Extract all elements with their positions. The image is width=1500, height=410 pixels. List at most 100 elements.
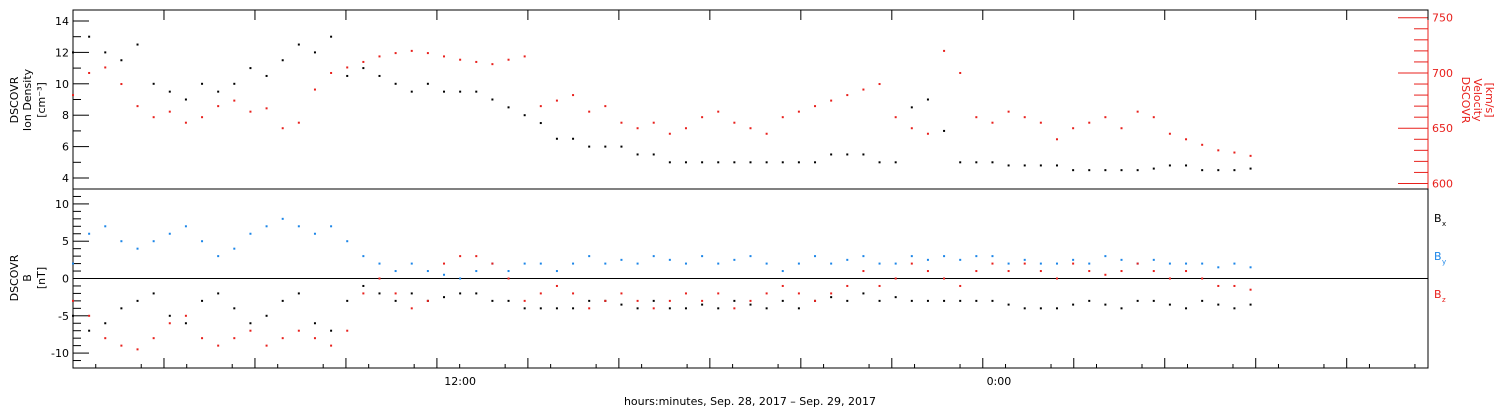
top-data-point xyxy=(426,82,429,85)
bottom-data-point xyxy=(249,322,252,325)
top-data-point xyxy=(1007,110,1010,113)
bottom-data-point xyxy=(862,255,865,258)
bottom-data-point xyxy=(1120,270,1123,273)
bottom-data-point xyxy=(572,292,575,295)
bottom-data-point xyxy=(1072,258,1075,261)
bottom-left-tick-label: 10 xyxy=(55,198,69,211)
bottom-data-point xyxy=(1088,262,1091,265)
bottom-data-point xyxy=(1104,273,1107,276)
bottom-data-point xyxy=(88,232,91,235)
bottom-data-point xyxy=(991,299,994,302)
bottom-data-point xyxy=(443,262,446,265)
top-data-point xyxy=(943,129,946,132)
bottom-data-point xyxy=(72,262,74,265)
bottom-data-point xyxy=(975,299,978,302)
top-data-point xyxy=(217,105,220,108)
top-data-point xyxy=(975,161,978,164)
top-data-point xyxy=(168,110,171,113)
top-ylabel-right-line3: [km/s] xyxy=(1483,82,1496,117)
top-right-tick-label: 600 xyxy=(1432,177,1453,190)
bottom-data-point xyxy=(168,322,171,325)
top-data-point xyxy=(346,66,349,69)
bottom-data-point xyxy=(426,270,429,273)
bottom-data-point xyxy=(168,232,171,235)
bottom-data-point xyxy=(1185,270,1188,273)
top-data-point xyxy=(443,90,446,93)
top-data-point xyxy=(362,60,365,63)
bottom-data-point xyxy=(249,232,252,235)
top-data-point xyxy=(507,106,510,109)
top-data-point xyxy=(814,105,817,108)
bottom-data-point xyxy=(943,277,946,280)
bottom-data-point xyxy=(701,299,704,302)
top-data-point xyxy=(926,132,929,135)
bottom-data-point xyxy=(975,270,978,273)
top-data-point xyxy=(346,74,349,77)
bottom-data-point xyxy=(991,255,994,258)
x-axis-tick-labels: 12:00 0:00 xyxy=(444,375,1011,388)
bottom-data-point xyxy=(636,307,639,310)
bottom-data-point xyxy=(684,262,687,265)
top-data-point xyxy=(152,82,155,85)
bottom-data-point xyxy=(846,299,849,302)
bottom-data-point xyxy=(201,299,204,302)
bottom-data-point xyxy=(701,255,704,258)
top-left-y-ticks: 4 6 8 10 12 14 xyxy=(55,15,89,185)
bottom-data-point xyxy=(620,292,623,295)
bottom-data-point xyxy=(378,277,381,280)
top-data-point xyxy=(1088,121,1091,124)
top-data-point xyxy=(910,127,913,130)
top-data-point xyxy=(297,43,300,46)
bottom-ylabel-left-line2: B xyxy=(21,274,34,282)
bottom-data-point xyxy=(910,262,913,265)
bottom-data-point xyxy=(620,258,623,261)
top-data-point xyxy=(620,145,623,148)
top-data-point xyxy=(668,161,671,164)
top-left-tick-label: 4 xyxy=(62,172,69,185)
bottom-data-point xyxy=(394,299,397,302)
bottom-data-point xyxy=(604,262,607,265)
bottom-data-point xyxy=(120,240,123,243)
top-data-point xyxy=(1168,164,1171,167)
bottom-data-point xyxy=(781,270,784,273)
bottom-data-point xyxy=(104,337,107,340)
bottom-data-point xyxy=(523,262,526,265)
top-data-point xyxy=(636,127,639,130)
bottom-data-point xyxy=(926,270,929,273)
bottom-data-point xyxy=(749,303,752,306)
top-data-point xyxy=(1104,116,1107,119)
bottom-data-point xyxy=(588,299,591,302)
bottom-data-point xyxy=(797,307,800,310)
bottom-data-point xyxy=(475,292,478,295)
top-data-point xyxy=(588,110,591,113)
bottom-data-point xyxy=(926,299,929,302)
bottom-data-point xyxy=(668,258,671,261)
bottom-data-point xyxy=(1055,277,1058,280)
top-left-tick-label: 8 xyxy=(62,109,69,122)
legend-entry-x: B xyxy=(1434,212,1442,225)
x-axis-label: hours:minutes, Sep. 28, 2017 – Sep. 29, … xyxy=(624,395,876,408)
top-ylabel-left-line1: DSCOVR xyxy=(8,76,21,123)
top-data-point xyxy=(1023,164,1026,167)
top-data-point xyxy=(1233,169,1236,172)
top-data-point xyxy=(926,98,929,101)
top-data-point xyxy=(717,110,720,113)
top-data-point xyxy=(1055,138,1058,141)
bottom-data-point xyxy=(765,307,768,310)
bottom-data-point xyxy=(459,277,462,280)
bottom-data-point xyxy=(1007,270,1010,273)
top-data-point xyxy=(991,121,994,124)
top-data-point xyxy=(1055,164,1058,167)
bottom-data-point xyxy=(1007,303,1010,306)
top-data-point xyxy=(733,161,736,164)
bottom-left-tick-label: 0 xyxy=(62,273,69,286)
top-data-point xyxy=(491,98,494,101)
bottom-data-point xyxy=(588,255,591,258)
top-data-point xyxy=(1120,169,1123,172)
bottom-data-point xyxy=(410,292,413,295)
bottom-data-point xyxy=(959,284,962,287)
bottom-data-point xyxy=(846,258,849,261)
bottom-data-point xyxy=(894,296,897,299)
bottom-data-point xyxy=(72,299,74,302)
